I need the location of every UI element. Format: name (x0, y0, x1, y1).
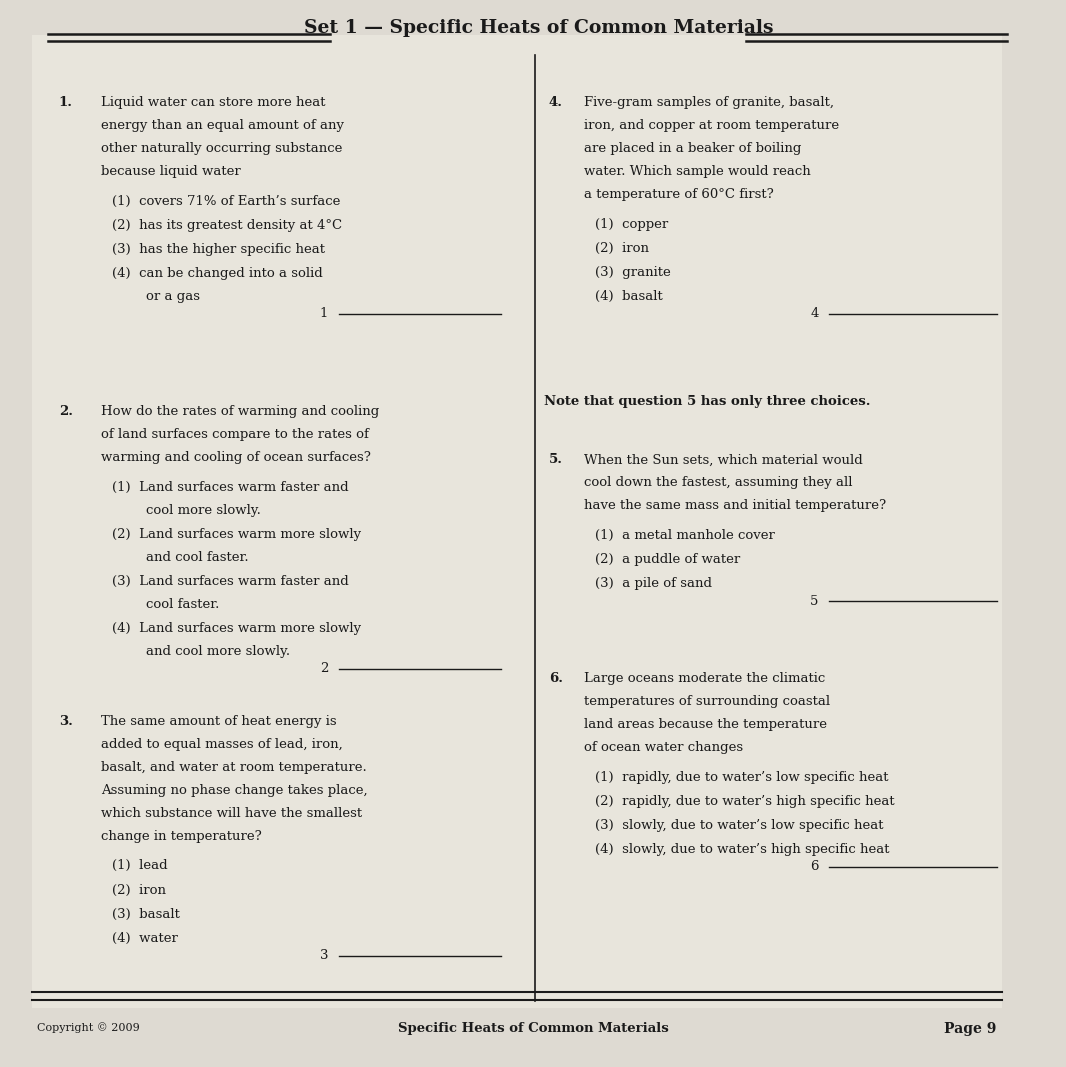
Text: (1)  rapidly, due to water’s low specific heat: (1) rapidly, due to water’s low specific… (595, 770, 888, 784)
Text: energy than an equal amount of any: energy than an equal amount of any (101, 118, 344, 132)
Text: (1)  a metal manhole cover: (1) a metal manhole cover (595, 529, 775, 542)
Text: change in temperature?: change in temperature? (101, 830, 262, 843)
Text: (1)  copper: (1) copper (595, 218, 668, 230)
Text: The same amount of heat energy is: The same amount of heat energy is (101, 715, 337, 728)
Text: of ocean water changes: of ocean water changes (584, 742, 743, 754)
Text: and cool faster.: and cool faster. (112, 552, 248, 564)
Text: How do the rates of warming and cooling: How do the rates of warming and cooling (101, 405, 379, 418)
Text: warming and cooling of ocean surfaces?: warming and cooling of ocean surfaces? (101, 451, 371, 464)
Text: (4)  water: (4) water (112, 931, 178, 944)
Text: Five-gram samples of granite, basalt,: Five-gram samples of granite, basalt, (584, 96, 835, 109)
Text: of land surfaces compare to the rates of: of land surfaces compare to the rates of (101, 428, 369, 442)
Text: 4: 4 (810, 307, 819, 320)
FancyBboxPatch shape (32, 35, 1002, 1008)
Text: (3)  a pile of sand: (3) a pile of sand (595, 577, 712, 590)
Text: (3)  basalt: (3) basalt (112, 908, 180, 921)
Text: (1)  lead: (1) lead (112, 859, 167, 873)
Text: (3)  has the higher specific heat: (3) has the higher specific heat (112, 243, 325, 256)
Text: Set 1 — Specific Heats of Common Materials: Set 1 — Specific Heats of Common Materia… (304, 19, 773, 37)
Text: iron, and copper at room temperature: iron, and copper at room temperature (584, 118, 839, 132)
Text: other naturally occurring substance: other naturally occurring substance (101, 142, 342, 155)
Text: 6.: 6. (549, 672, 563, 685)
Text: (2)  a puddle of water: (2) a puddle of water (595, 554, 740, 567)
Text: which substance will have the smallest: which substance will have the smallest (101, 807, 362, 819)
Text: temperatures of surrounding coastal: temperatures of surrounding coastal (584, 696, 830, 708)
Text: (1)  covers 71% of Earth’s surface: (1) covers 71% of Earth’s surface (112, 194, 340, 208)
Text: 2.: 2. (59, 405, 72, 418)
Text: water. Which sample would reach: water. Which sample would reach (584, 164, 811, 178)
Text: 1: 1 (320, 307, 328, 320)
Text: basalt, and water at room temperature.: basalt, and water at room temperature. (101, 761, 367, 774)
Text: a temperature of 60°C first?: a temperature of 60°C first? (584, 188, 774, 201)
Text: 6: 6 (810, 860, 819, 873)
Text: (3)  Land surfaces warm faster and: (3) Land surfaces warm faster and (112, 575, 349, 588)
Text: added to equal masses of lead, iron,: added to equal masses of lead, iron, (101, 738, 343, 751)
Text: 5.: 5. (549, 453, 563, 466)
Text: Large oceans moderate the climatic: Large oceans moderate the climatic (584, 672, 825, 685)
Text: are placed in a beaker of boiling: are placed in a beaker of boiling (584, 142, 802, 155)
Text: (4)  slowly, due to water’s high specific heat: (4) slowly, due to water’s high specific… (595, 843, 889, 856)
Text: have the same mass and initial temperature?: have the same mass and initial temperatu… (584, 499, 886, 512)
Text: Copyright © 2009: Copyright © 2009 (37, 1022, 140, 1033)
Text: cool faster.: cool faster. (112, 599, 220, 611)
Text: or a gas: or a gas (112, 290, 200, 303)
Text: Note that question 5 has only three choices.: Note that question 5 has only three choi… (544, 395, 870, 408)
Text: 4.: 4. (549, 96, 563, 109)
Text: (3)  granite: (3) granite (595, 266, 671, 278)
Text: (2)  iron: (2) iron (112, 883, 166, 896)
Text: (1)  Land surfaces warm faster and: (1) Land surfaces warm faster and (112, 481, 349, 494)
Text: because liquid water: because liquid water (101, 164, 241, 178)
Text: 2: 2 (320, 663, 328, 675)
Text: (4)  basalt: (4) basalt (595, 290, 663, 303)
Text: Assuming no phase change takes place,: Assuming no phase change takes place, (101, 783, 368, 797)
Text: cool more slowly.: cool more slowly. (112, 504, 261, 517)
Text: (4)  Land surfaces warm more slowly: (4) Land surfaces warm more slowly (112, 622, 361, 635)
Text: 5: 5 (810, 594, 819, 607)
Text: (3)  slowly, due to water’s low specific heat: (3) slowly, due to water’s low specific … (595, 819, 884, 832)
Text: When the Sun sets, which material would: When the Sun sets, which material would (584, 453, 862, 466)
Text: Page 9: Page 9 (944, 1022, 997, 1036)
Text: land areas because the temperature: land areas because the temperature (584, 718, 827, 731)
Text: (2)  Land surfaces warm more slowly: (2) Land surfaces warm more slowly (112, 528, 361, 541)
Text: and cool more slowly.: and cool more slowly. (112, 646, 290, 658)
Text: cool down the fastest, assuming they all: cool down the fastest, assuming they all (584, 476, 853, 490)
Text: Specific Heats of Common Materials: Specific Heats of Common Materials (398, 1022, 668, 1035)
Text: (2)  has its greatest density at 4°C: (2) has its greatest density at 4°C (112, 219, 342, 232)
Text: 3.: 3. (59, 715, 72, 728)
Text: 3: 3 (320, 949, 328, 961)
Text: (2)  iron: (2) iron (595, 242, 649, 255)
Text: 1.: 1. (59, 96, 72, 109)
Text: Liquid water can store more heat: Liquid water can store more heat (101, 96, 326, 109)
Text: (4)  can be changed into a solid: (4) can be changed into a solid (112, 267, 323, 280)
Text: (2)  rapidly, due to water’s high specific heat: (2) rapidly, due to water’s high specifi… (595, 795, 894, 808)
